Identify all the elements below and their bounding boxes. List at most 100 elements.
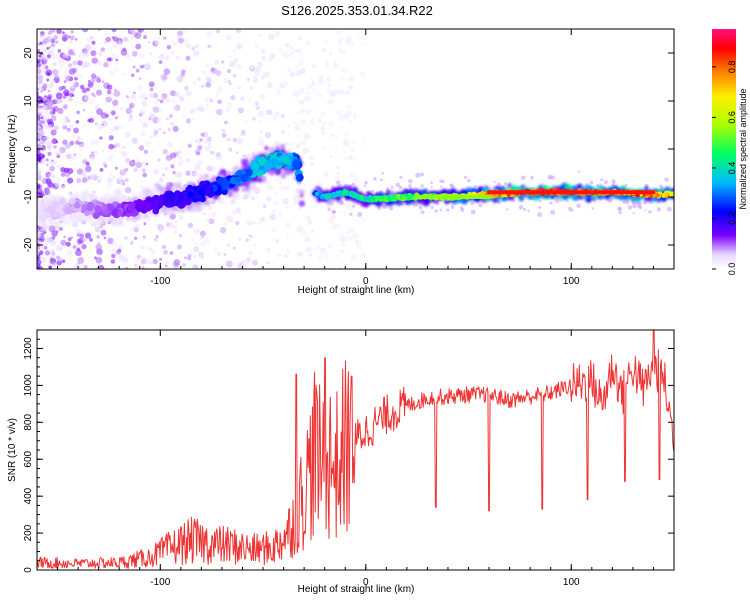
heatmap-noise-cell: [161, 182, 165, 186]
heatmap-noise-cell: [325, 258, 329, 262]
heatmap-noise-cell: [229, 55, 232, 58]
heatmap-noise-cell: [192, 80, 197, 85]
heatmap-noise-cell: [159, 230, 163, 233]
heatmap-noise-cell: [46, 140, 53, 148]
heatmap-noise-cell: [200, 255, 204, 260]
heatmap-noise-cell: [576, 203, 581, 208]
heatmap-noise-cell: [89, 237, 93, 242]
heatmap-noise-cell: [132, 159, 135, 162]
heatmap-noise-cell: [86, 87, 90, 92]
heatmap-noise-cell: [167, 128, 171, 132]
heatmap-noise-cell: [296, 251, 303, 257]
heatmap-noise-cell: [124, 186, 132, 194]
heatmap-noise-cell: [67, 47, 70, 50]
heatmap-noise-cell: [287, 124, 291, 128]
heatmap-noise-cell: [114, 44, 118, 48]
heatmap-noise-cell: [91, 84, 97, 90]
heatmap-noise-cell: [311, 117, 315, 121]
heatmap-noise-cell: [440, 185, 443, 188]
heatmap-noise-cell: [153, 129, 159, 135]
heatmap-noise-cell: [48, 265, 52, 269]
heatmap-noise-cell: [173, 91, 180, 97]
heatmap-ridge-cell: [61, 219, 66, 223]
heatmap-noise-cell: [253, 42, 260, 49]
heatmap-noise-cell: [90, 50, 97, 57]
heatmap-noise-cell: [103, 61, 109, 68]
heatmap-noise-cell: [267, 109, 273, 116]
heatmap-ridge-cell: [44, 195, 51, 202]
heatmap-noise-cell: [111, 29, 117, 33]
heatmap-noise-cell: [94, 103, 100, 108]
heatmap-noise-cell: [224, 120, 228, 125]
heatmap-noise-cell: [165, 260, 170, 265]
heatmap-noise-cell: [134, 32, 142, 39]
heatmap-noise-cell: [600, 178, 604, 182]
heatmap-noise-cell: [64, 88, 69, 93]
heatmap-noise-cell: [140, 184, 144, 188]
heatmap-noise-cell: [202, 70, 208, 75]
heatmap-noise-cell: [414, 202, 419, 207]
heatmap-noise-cell: [37, 167, 43, 173]
heatmap-noise-cell: [76, 110, 80, 115]
heatmap-noise-cell: [106, 57, 112, 62]
heatmap-noise-cell: [149, 92, 155, 99]
heatmap-noise-cell: [99, 168, 104, 172]
heatmap-noise-cell: [130, 35, 134, 39]
heatmap-noise-cell: [214, 59, 219, 65]
heatmap-noise-cell: [163, 36, 167, 40]
heatmap-noise-cell: [463, 175, 468, 179]
heatmap-noise-cell: [164, 166, 169, 171]
heatmap-noise-cell: [320, 75, 324, 79]
heatmap-noise-cell: [53, 35, 58, 40]
heatmap-noise-cell: [67, 237, 72, 242]
heatmap-noise-cell: [131, 73, 135, 78]
heatmap-ridge-cell: [56, 219, 63, 226]
heatmap-noise-cell: [286, 248, 289, 252]
heatmap-noise-cell: [89, 138, 96, 145]
heatmap-noise-cell: [345, 35, 352, 42]
heatmap-noise-cell: [338, 41, 343, 46]
heatmap-noise-cell: [56, 29, 62, 34]
heatmap-noise-cell: [89, 156, 95, 161]
heatmap-noise-cell: [339, 211, 342, 214]
heatmap-noise-cell: [178, 95, 184, 101]
heatmap-noise-cell: [305, 246, 313, 253]
heatmap-ridge-cell: [64, 218, 71, 226]
heatmap-ridge-cell: [191, 206, 197, 212]
heatmap-noise-cell: [141, 168, 147, 173]
heatmap-noise-cell: [211, 212, 217, 218]
heatmap-noise-cell: [285, 141, 290, 145]
heatmap-noise-cell: [327, 243, 334, 249]
heatmap-noise-cell: [145, 162, 149, 166]
heatmap-ridge-cell: [248, 183, 256, 191]
heatmap-noise-cell: [45, 189, 51, 195]
heatmap-noise-cell: [315, 245, 321, 250]
heatmap-noise-cell: [245, 238, 249, 242]
heatmap-noise-cell: [82, 108, 86, 112]
heatmap-noise-cell: [303, 236, 311, 243]
heatmap-noise-cell: [69, 40, 73, 44]
heatmap-noise-cell: [333, 63, 338, 68]
heatmap-noise-cell: [264, 131, 272, 139]
heatmap-noise-cell: [470, 209, 476, 215]
heatmap-noise-cell: [244, 190, 251, 197]
heatmap-noise-cell: [37, 183, 41, 190]
heatmap-noise-cell: [44, 29, 49, 32]
heatmap-noise-cell: [81, 170, 87, 176]
heatmap-noise-cell: [37, 124, 41, 129]
heatmap-noise-cell: [194, 242, 198, 246]
heatmap-noise-cell: [415, 172, 421, 178]
heatmap-noise-cell: [45, 69, 53, 76]
heatmap-noise-cell: [297, 36, 302, 41]
heatmap-noise-cell: [294, 49, 298, 53]
heatmap-noise-cell: [296, 48, 302, 54]
heatmap-noise-cell: [341, 49, 348, 56]
heatmap-noise-cell: [48, 173, 53, 178]
heatmap-noise-cell: [185, 90, 192, 97]
heatmap-noise-cell: [60, 239, 67, 246]
heatmap-noise-cell: [185, 158, 191, 163]
heatmap-noise-cell: [255, 105, 260, 110]
heatmap-ridge-cell: [142, 187, 151, 196]
heatmap-noise-cell: [144, 96, 148, 100]
heatmap-ridge-cell: [74, 216, 82, 224]
